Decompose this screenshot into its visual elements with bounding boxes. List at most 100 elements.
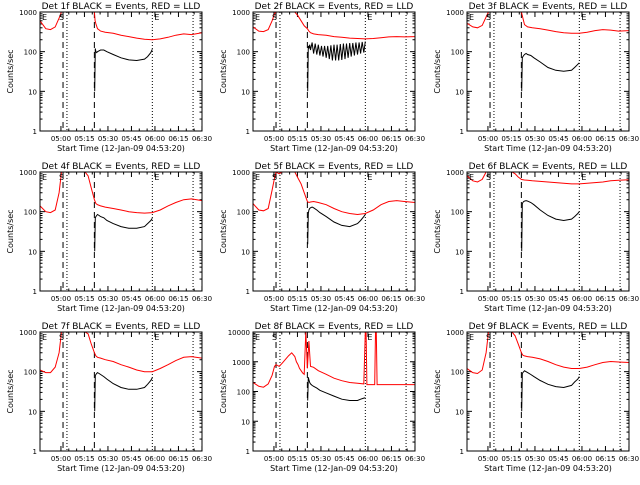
- lld-series-line-p3: [467, 12, 629, 34]
- x-tick-label-p8: 05:15: [287, 455, 307, 463]
- x-tick-label-p5: 06:15: [381, 295, 401, 303]
- lld-series-line-p4: [40, 172, 202, 214]
- events-series-line-p1: [94, 48, 153, 92]
- x-tick-label-p5: 05:45: [334, 295, 354, 303]
- y-tick-label-p7: 10: [28, 408, 37, 416]
- x-tick-label-p8: 06:00: [358, 455, 378, 463]
- x-tick-label-p1: 05:00: [51, 135, 71, 143]
- marker-letter-p3-1: E: [469, 13, 474, 22]
- y-tick-label-p5: 10: [241, 248, 250, 256]
- x-tick-label-p9: 06:00: [572, 455, 592, 463]
- x-tick-label-p7: 05:00: [51, 455, 71, 463]
- y-axis-label-p3: Counts/sec: [433, 49, 442, 93]
- marker-letter-p8-3: E: [367, 333, 372, 342]
- x-tick-label-p3: 06:15: [595, 135, 615, 143]
- y-axis-label-p2: Counts/sec: [219, 49, 228, 93]
- marker-letter-p8-2: S: [272, 333, 277, 342]
- plot-frame-p5: [252, 171, 416, 292]
- x-tick-label-p4: 06:30: [192, 295, 212, 303]
- y-tick-label-p9: 1: [460, 448, 464, 456]
- x-tick-label-p3: 06:30: [619, 135, 639, 143]
- x-tick-label-p5: 05:00: [264, 295, 284, 303]
- marker-letter-p5-1: E: [255, 173, 260, 182]
- marker-letter-p3-3: E: [581, 13, 586, 22]
- y-tick-label-p2: 1000: [232, 9, 250, 17]
- y-tick-label-p5: 100: [237, 209, 250, 217]
- x-tick-label-p8: 05:00: [264, 455, 284, 463]
- y-tick-label-p9: 100: [451, 369, 464, 377]
- y-tick-label-p3: 10: [455, 88, 464, 96]
- x-tick-label-p6: 05:15: [501, 295, 521, 303]
- x-tick-label-p4: 05:45: [121, 295, 141, 303]
- x-axis-label-p3: Start Time (12-Jan-09 04:53:20): [484, 144, 612, 153]
- panel-title-p7: Det 7f BLACK = Events, RED = LLD: [42, 322, 201, 332]
- marker-letter-p9-1: E: [469, 333, 474, 342]
- y-tick-label-p1: 10: [28, 88, 37, 96]
- y-tick-label-p2: 1: [246, 128, 250, 136]
- panel-title-p9: Det 9f BLACK = Events, RED = LLD: [469, 322, 628, 332]
- x-tick-label-p5: 05:15: [287, 295, 307, 303]
- lld-series-line-p8: [253, 332, 415, 388]
- x-tick-label-p4: 05:30: [98, 295, 118, 303]
- x-tick-label-p3: 05:15: [501, 135, 521, 143]
- y-tick-label-p2: 100: [237, 49, 250, 57]
- marker-letter-p4-3: E: [154, 173, 159, 182]
- y-tick-label-p8: 1000: [232, 359, 250, 367]
- marker-letter-p1-1: E: [42, 13, 47, 22]
- x-axis-label-p1: Start Time (12-Jan-09 04:53:20): [57, 144, 185, 153]
- lld-series-line-p9: [467, 332, 629, 375]
- x-tick-label-p3: 05:30: [525, 135, 545, 143]
- y-axis-label-p4: Counts/sec: [6, 209, 15, 253]
- panel-title-p4: Det 4f BLACK = Events, RED = LLD: [42, 162, 201, 172]
- y-tick-label-p4: 100: [24, 209, 37, 217]
- y-tick-label-p1: 100: [24, 49, 37, 57]
- y-tick-label-p4: 1000: [19, 169, 37, 177]
- marker-letter-p8-1: E: [255, 333, 260, 342]
- events-series-line-p7: [94, 371, 153, 412]
- y-tick-label-p5: 1: [246, 288, 250, 296]
- x-tick-label-p7: 05:15: [74, 455, 94, 463]
- panel-title-p8: Det 8f BLACK = Events, RED = LLD: [255, 322, 414, 332]
- y-tick-label-p7: 1000: [19, 329, 37, 337]
- x-tick-label-p9: 05:15: [501, 455, 521, 463]
- marker-letter-p7-2: S: [59, 333, 64, 342]
- x-axis-label-p4: Start Time (12-Jan-09 04:53:20): [57, 304, 185, 313]
- x-tick-label-p5: 06:00: [358, 295, 378, 303]
- y-tick-label-p3: 100: [451, 49, 464, 57]
- x-tick-label-p6: 05:45: [548, 295, 568, 303]
- x-axis-label-p2: Start Time (12-Jan-09 04:53:20): [270, 144, 398, 153]
- y-tick-label-p3: 1: [460, 128, 464, 136]
- events-series-line-p9: [521, 370, 580, 412]
- x-axis-label-p8: Start Time (12-Jan-09 04:53:20): [270, 464, 398, 473]
- x-tick-label-p2: 05:45: [334, 135, 354, 143]
- events-series-line-p8: [307, 377, 366, 401]
- events-series-line-p6: [521, 200, 580, 252]
- y-tick-label-p4: 1: [33, 288, 37, 296]
- x-tick-label-p7: 06:30: [192, 455, 212, 463]
- panel-title-p3: Det 3f BLACK = Events, RED = LLD: [469, 2, 628, 12]
- panel-title-p5: Det 5f BLACK = Events, RED = LLD: [255, 162, 414, 172]
- y-axis-label-p1: Counts/sec: [6, 49, 15, 93]
- plot-frame-p1: [39, 11, 203, 132]
- y-axis-label-p7: Counts/sec: [6, 369, 15, 413]
- lld-series-line-p2: [253, 12, 415, 40]
- x-tick-label-p9: 06:15: [595, 455, 615, 463]
- panel-title-p2: Det 2f BLACK = Events, RED = LLD: [255, 2, 414, 12]
- x-tick-label-p1: 05:15: [74, 135, 94, 143]
- x-tick-label-p7: 05:45: [121, 455, 141, 463]
- marker-letter-p4-1: E: [42, 173, 47, 182]
- marker-letter-p6-3: E: [581, 173, 586, 182]
- y-axis-label-p9: Counts/sec: [433, 369, 442, 413]
- x-tick-label-p6: 06:15: [595, 295, 615, 303]
- marker-letter-p7-3: E: [154, 333, 159, 342]
- y-tick-label-p6: 10: [455, 248, 464, 256]
- x-tick-label-p2: 05:00: [264, 135, 284, 143]
- x-tick-label-p2: 06:15: [381, 135, 401, 143]
- plot-frame-p2: [252, 11, 416, 132]
- x-tick-label-p2: 05:30: [311, 135, 331, 143]
- y-tick-label-p8: 10000: [228, 329, 250, 337]
- x-tick-label-p2: 06:00: [358, 135, 378, 143]
- x-tick-label-p4: 06:00: [145, 295, 165, 303]
- plot-frame-p8: [252, 331, 416, 452]
- x-tick-label-p2: 06:30: [405, 135, 425, 143]
